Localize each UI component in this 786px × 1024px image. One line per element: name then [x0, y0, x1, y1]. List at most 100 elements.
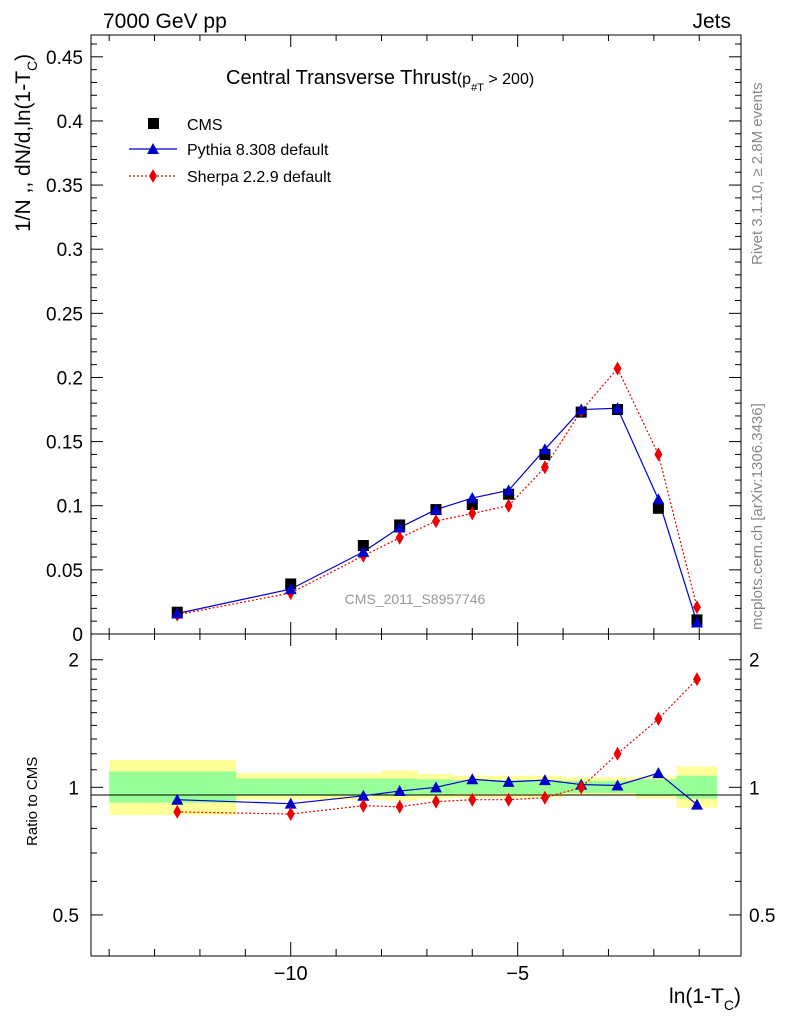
- ratio-point-diamond: [359, 798, 368, 813]
- legend-label-cms: CMS: [187, 117, 223, 134]
- main-series-line-diamond: [177, 367, 698, 616]
- main-y-tick-label: 0.25: [46, 304, 83, 325]
- ratio-point-triangle: [466, 773, 479, 785]
- main-point-triangle: [284, 583, 297, 595]
- ratio-band-inner: [563, 780, 636, 793]
- main-point-diamond: [468, 506, 477, 521]
- legend-label-sherpa: Sherpa 2.2.9 default: [187, 169, 332, 186]
- ratio-y-tick-label: 0.5: [53, 906, 79, 927]
- main-point-diamond: [431, 514, 440, 529]
- main-y-tick-label: 0.45: [46, 48, 83, 69]
- main-point-triangle: [466, 492, 479, 504]
- main-point-diamond: [692, 600, 701, 615]
- ratio-point-diamond: [395, 799, 404, 814]
- main-point-square: [539, 448, 551, 460]
- main-point-triangle: [538, 443, 551, 455]
- mcplots-label: mcplots.cern.ch [arXiv:1306.3436]: [749, 403, 766, 630]
- watermark: CMS_2011_S8957746: [345, 591, 486, 607]
- ratio-y-tick-label-right: 2: [749, 651, 760, 672]
- main-point-triangle: [357, 545, 370, 557]
- x-tick-label: −5: [506, 963, 529, 985]
- ratio-y-tick-label: 1: [68, 778, 79, 799]
- ratio-point-triangle: [652, 767, 665, 779]
- ratio-band-inner: [236, 778, 382, 796]
- ratio-point-triangle: [611, 779, 624, 791]
- ratio-band-inner: [676, 775, 718, 799]
- energy-label: 7000 GeV pp: [103, 10, 227, 33]
- ratio-panel: 0.5 0.5 1 1 2 2 −10 −5 Ratio to CMS ln(1-TC): [24, 633, 776, 1013]
- ratio-point-triangle: [690, 798, 703, 810]
- main-series-markers: [171, 361, 703, 628]
- legend: CMS Pythia 8.308 default Sherpa 2.2.9 de…: [129, 117, 332, 186]
- ratio-point-diamond: [613, 746, 622, 761]
- main-point-square: [652, 502, 664, 514]
- main-point-diamond: [654, 447, 663, 462]
- legend-item-cms: CMS: [148, 117, 223, 134]
- main-panel: CMS_2011_S8957746 0 0.05 0.1 0.15 0.2 0.25 0.3…: [12, 34, 742, 646]
- main-y-tick-label: 0: [72, 625, 83, 646]
- ratio-frame: [90, 633, 742, 957]
- ratio-series-lines: [177, 678, 698, 815]
- x-tick-label: −10: [274, 963, 308, 985]
- main-point-diamond: [540, 460, 549, 475]
- main-y-tick-label: 0.1: [57, 497, 83, 518]
- ratio-point-triangle: [393, 785, 406, 797]
- ratio-uncertainty-bands: [109, 760, 718, 816]
- ratio-point-diamond: [468, 792, 477, 807]
- x-axis: −10 −5: [108, 634, 700, 985]
- main-y-tick-label: 0.3: [57, 240, 83, 261]
- rivet-label: Rivet 3.1.10, ≥ 2.8M events: [749, 83, 766, 266]
- svg-text:Central Transverse Thrust(p#T: Central Transverse Thrust(p#T > 200): [226, 67, 534, 94]
- ratio-point-diamond: [286, 807, 295, 822]
- ratio-point-diamond: [577, 780, 586, 795]
- ratio-point-triangle: [538, 774, 551, 786]
- ratio-band-inner: [109, 771, 237, 803]
- main-point-triangle: [575, 403, 588, 415]
- main-point-diamond: [395, 530, 404, 545]
- legend-item-sherpa: Sherpa 2.2.9 default: [129, 169, 332, 186]
- main-y-tick-label: 0.35: [46, 176, 83, 197]
- ratio-point-triangle: [429, 781, 442, 793]
- main-y-axis: 0 0.05 0.1 0.15 0.2 0.25 0.3 0.35 0.4 0.45: [46, 35, 741, 646]
- main-point-diamond: [613, 361, 622, 376]
- main-point-triangle: [393, 521, 406, 533]
- legend-item-pythia: Pythia 8.308 default: [129, 142, 329, 159]
- chart-title-cut-sub: #T: [471, 82, 484, 94]
- main-y-tick-label: 0.15: [46, 433, 83, 454]
- ratio-point-triangle: [171, 793, 184, 805]
- ratio-point-triangle: [502, 775, 515, 787]
- ratio-series-line-triangle: [177, 772, 698, 806]
- ratio-y-tick-label-right: 1: [749, 778, 760, 799]
- ratio-point-triangle: [357, 789, 370, 801]
- ratio-y-tick-label-right: 0.5: [749, 906, 775, 927]
- ratio-point-diamond: [540, 790, 549, 805]
- main-point-triangle: [611, 402, 624, 414]
- ratio-y-axis: 0.5 0.5 1 1 2 2: [53, 651, 776, 927]
- main-point-square: [357, 539, 369, 551]
- main-point-triangle: [502, 484, 515, 496]
- main-y-tick-label: 0.05: [46, 561, 83, 582]
- chart-title-text: Central Transverse Thrust: [226, 67, 457, 89]
- ratio-series-line-diamond: [177, 678, 698, 815]
- process-label: Jets: [692, 10, 731, 33]
- main-point-triangle: [690, 616, 703, 628]
- ratio-band-inner: [454, 780, 564, 794]
- ratio-point-diamond: [173, 804, 182, 819]
- ratio-point-diamond: [431, 794, 440, 809]
- ratio-y-tick-label: 2: [68, 651, 79, 672]
- main-series-lines: [177, 367, 698, 623]
- main-series-line-triangle: [177, 407, 698, 623]
- ratio-point-diamond: [692, 672, 701, 687]
- chart-title-cut-suffix: > 200): [484, 71, 534, 88]
- main-y-axis-label: 1/N ,, dN/d,ln(1-TC): [12, 54, 40, 232]
- main-point-triangle: [429, 503, 442, 515]
- main-y-tick-label: 0.4: [57, 112, 84, 133]
- main-point-triangle: [171, 607, 184, 619]
- main-y-tick-label: 0.2: [57, 368, 83, 389]
- ratio-series-markers: [171, 672, 703, 822]
- ratio-y-axis-label: Ratio to CMS: [24, 757, 41, 846]
- main-point-diamond: [504, 498, 513, 513]
- legend-label-pythia: Pythia 8.308 default: [187, 142, 329, 159]
- x-axis-label: ln(1-TC): [669, 985, 741, 1013]
